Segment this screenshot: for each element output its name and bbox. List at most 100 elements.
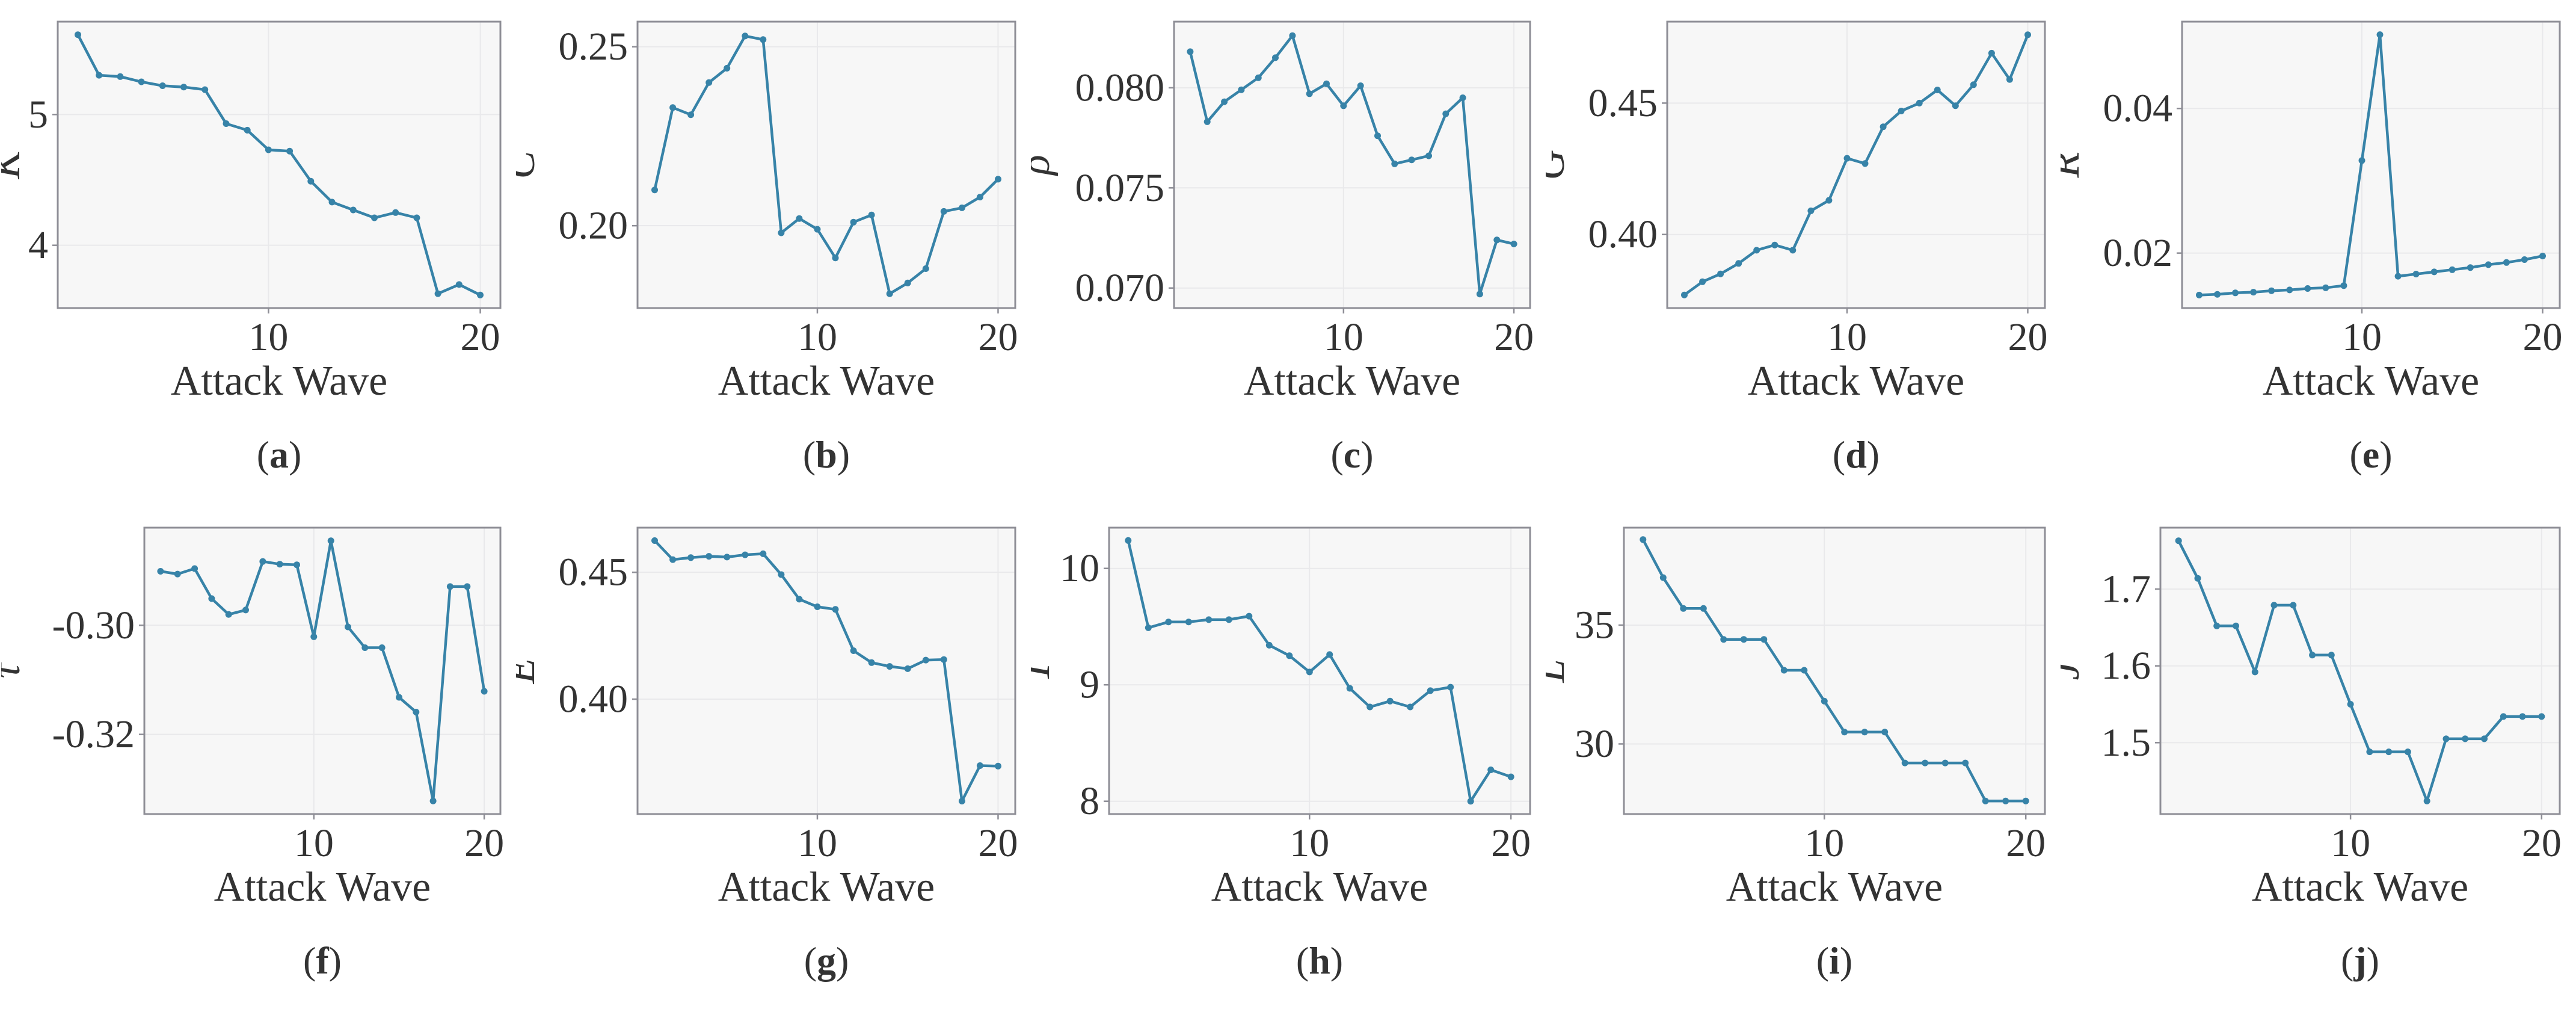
data-point <box>327 537 334 545</box>
data-point <box>1391 160 1398 167</box>
data-point <box>1934 87 1941 93</box>
caption-letter: j <box>2353 939 2367 982</box>
data-line-c <box>1188 34 1516 295</box>
data-point <box>117 73 124 80</box>
caption-letter: h <box>1309 939 1330 982</box>
data-line-h <box>1127 539 1513 803</box>
data-point <box>1357 82 1364 89</box>
data-point <box>1306 90 1313 97</box>
x-tick-label: 20 <box>2008 315 2047 359</box>
data-point <box>1640 536 1647 543</box>
data-point <box>2462 735 2469 742</box>
caption-j: (j) <box>2160 937 2560 985</box>
y-tick-label: 35 <box>1575 603 1614 647</box>
subplot-b: 0.20 0.25 10 20 C Attack Wave (b) <box>516 0 1031 506</box>
data-point <box>2002 797 2009 804</box>
y-tick-label: 1.5 <box>2101 721 2151 765</box>
data-point <box>1185 619 1192 626</box>
data-point <box>1265 641 1273 649</box>
caption-paren-close: ) <box>1866 433 1880 476</box>
y-tick-label: 4 <box>28 223 48 267</box>
caption-a: (a) <box>58 431 500 479</box>
caption-paren-close: ) <box>328 939 342 982</box>
data-point <box>958 204 965 211</box>
caption-letter: g <box>817 939 836 982</box>
x-axis-label: Attack Wave <box>1726 864 1943 906</box>
x-tick-label: 20 <box>464 821 504 865</box>
data-point <box>481 688 488 695</box>
data-point <box>1880 123 1887 131</box>
y-tick-label: 0.40 <box>559 677 629 721</box>
y-tick-label: 0.20 <box>559 204 629 248</box>
data-point <box>2340 282 2347 289</box>
data-point <box>259 558 266 565</box>
data-point <box>464 583 471 590</box>
y-tick-label: 0.080 <box>1075 66 1165 110</box>
data-point <box>742 32 749 40</box>
x-tick-label: 10 <box>1804 821 1844 865</box>
data-point <box>705 553 713 560</box>
data-point <box>778 571 785 578</box>
data-point <box>1510 241 1517 247</box>
subplot-i: 30 35 10 20 L Attack Wave (i) <box>1546 506 2061 1012</box>
data-point <box>2539 253 2546 259</box>
y-tick-label: 1.6 <box>2101 644 2151 688</box>
x-axis-label: Attack Wave <box>1211 864 1428 906</box>
data-point <box>2268 287 2275 294</box>
data-point <box>371 214 378 221</box>
data-point <box>940 208 947 215</box>
data-point <box>2309 652 2316 659</box>
data-point <box>940 656 947 663</box>
data-point <box>1467 798 1474 805</box>
data-point <box>976 762 983 769</box>
data-point <box>1125 537 1132 544</box>
data-point <box>1407 703 1414 711</box>
x-tick-label: 20 <box>461 315 500 359</box>
data-point <box>361 644 369 651</box>
data-point <box>1680 605 1687 612</box>
y-tick-label: 0.02 <box>2103 231 2173 275</box>
x-tick-label: 10 <box>1827 315 1867 359</box>
data-point <box>180 84 187 91</box>
data-point <box>328 199 336 206</box>
data-point <box>2394 273 2402 280</box>
data-point <box>138 78 145 85</box>
data-point <box>201 86 209 93</box>
data-point <box>2251 668 2258 676</box>
data-point <box>244 126 251 134</box>
data-point <box>1841 729 1848 736</box>
data-point <box>669 104 677 111</box>
data-point <box>1366 703 1374 711</box>
data-point <box>1427 687 1434 694</box>
data-point <box>345 623 351 631</box>
y-tick-label: 0.04 <box>2103 87 2173 131</box>
y-tick-label: 0.45 <box>1588 81 1658 125</box>
data-point <box>294 561 300 569</box>
y-tick-label: 0.070 <box>1075 266 1165 310</box>
data-point <box>159 82 166 89</box>
line-chart-i: 30 35 10 20 L Attack Wave <box>1546 526 2046 906</box>
subplot-h: 8 9 10 10 20 T Attack Wave (h) <box>1031 506 1546 1012</box>
data-point <box>2503 259 2510 266</box>
data-point <box>276 561 283 568</box>
data-point <box>760 550 767 557</box>
data-point <box>1323 80 1330 87</box>
data-point <box>2286 286 2293 294</box>
data-point <box>1881 729 1889 736</box>
x-tick-label: 20 <box>2006 821 2046 865</box>
caption-paren-open: ( <box>804 939 817 982</box>
data-point <box>1493 236 1501 244</box>
subplot-g: 0.40 0.45 10 20 E Attack Wave (g) <box>516 506 1031 1012</box>
caption-g: (g) <box>638 937 1015 985</box>
data-point <box>1988 49 1995 57</box>
caption-paren-close: ) <box>2366 939 2379 982</box>
data-point <box>1255 74 1262 81</box>
line-chart-c: 0.070 0.075 0.080 10 20 ρ Attack Wave <box>1031 20 1534 400</box>
x-tick-label: 20 <box>1494 315 1534 359</box>
plot-area-d <box>1667 22 2045 308</box>
data-point <box>2213 622 2221 629</box>
data-point <box>814 226 821 233</box>
caption-letter: f <box>316 939 329 982</box>
data-point <box>1221 98 1228 105</box>
caption-paren-close: ) <box>2379 433 2393 476</box>
